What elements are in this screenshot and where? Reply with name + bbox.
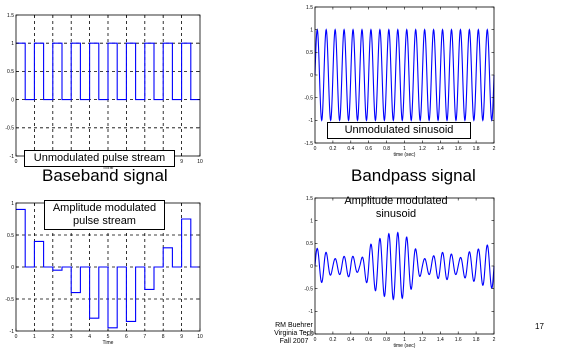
y-tick-label: 0.5 [306, 50, 313, 56]
x-tick-label: 2 [51, 334, 54, 340]
label-unmodulated-sinusoid: Unmodulated sinusoid [327, 122, 471, 139]
label-am-pulse: Amplitude modulated pulse stream [44, 200, 165, 230]
x-tick-label: 2 [493, 337, 496, 343]
x-tick-label: 1 [33, 334, 36, 340]
label-line: Unmodulated sinusoid [344, 124, 454, 136]
x-tick-label: 1.8 [473, 337, 480, 343]
x-tick-label: 4 [88, 334, 91, 340]
label-line: Amplitude modulated [52, 202, 157, 214]
y-tick-label: 0 [310, 73, 313, 79]
y-tick-label: -1.5 [304, 332, 313, 338]
y-tick-label: -1 [309, 118, 314, 124]
x-tick-label: 1.6 [455, 337, 462, 343]
x-tick-label: 9 [180, 159, 183, 165]
x-tick-label: 0.6 [365, 146, 372, 152]
x-tick-label: 6 [125, 334, 128, 340]
x-tick-label: 10 [197, 334, 203, 340]
y-tick-label: -1 [10, 329, 15, 335]
caption-bandpass: Bandpass signal [351, 166, 476, 185]
x-tick-label: 0 [314, 146, 317, 152]
y-tick-label: -1 [309, 309, 314, 315]
y-tick-label: 1 [11, 201, 14, 207]
label-am-sinusoid: Amplitude modulated sinusoid [326, 194, 466, 222]
x-tick-label: 1.4 [437, 337, 444, 343]
x-tick-label: 0.2 [329, 146, 336, 152]
x-tick-label: 0.4 [347, 146, 354, 152]
x-tick-label: 1.2 [419, 337, 426, 343]
label-line: pulse stream [73, 215, 136, 227]
x-tick-label: 1 [403, 337, 406, 343]
credit-block: RM Buehrer Virginia Tech Fall 2007 [271, 322, 317, 346]
x-tick-label: 1.2 [419, 146, 426, 152]
x-tick-label: 0.6 [365, 337, 372, 343]
x-axis-label: time (sec) [394, 343, 416, 349]
page-number: 17 [535, 322, 544, 331]
y-tick-label: -1.5 [304, 141, 313, 147]
x-tick-label: 1 [403, 146, 406, 152]
x-tick-label: 10 [197, 159, 203, 165]
x-tick-label: 0.4 [347, 337, 354, 343]
y-tick-label: 0 [11, 97, 14, 103]
signal-line [314, 231, 495, 301]
y-tick-label: 1.5 [7, 13, 14, 19]
y-tick-label: 0.5 [306, 241, 313, 247]
label-line: Unmodulated pulse stream [33, 152, 166, 164]
x-tick-label: 1.6 [455, 146, 462, 152]
signal-line [16, 208, 200, 329]
y-tick-label: 1 [310, 27, 313, 33]
y-tick-label: 0 [310, 264, 313, 270]
x-tick-label: 1.4 [437, 146, 444, 152]
x-tick-label: 0.8 [383, 146, 390, 152]
credit-line: RM Buehrer [275, 322, 313, 329]
x-tick-label: 2 [493, 146, 496, 152]
x-tick-label: 9 [180, 334, 183, 340]
chart-unmodulated-sinusoid: 0 0.2 0.4 0.6 0.8 1 1.2 1.4 1.6 1.8 2 -1.5 -1 -0.5 0 0.… [304, 5, 496, 158]
chart-am-sinusoid: 0 0.2 0.4 0.6 0.8 1 1.2 1.4 1.6 1.8 2 -1.5 -1 -0.5 0 0.… [304, 196, 496, 349]
x-tick-label: 0.8 [383, 337, 390, 343]
y-tick-label: 1.5 [306, 196, 313, 202]
caption-baseband: Baseband signal [42, 166, 168, 185]
y-tick-label: 1.5 [306, 5, 313, 11]
x-tick-label: 0 [15, 334, 18, 340]
x-tick-label: 3 [70, 334, 73, 340]
label-unmodulated-pulse: Unmodulated pulse stream [24, 150, 175, 167]
credit-line: Fall 2007 [279, 338, 309, 345]
y-tick-label: -0.5 [304, 95, 313, 101]
y-tick-label: -0.5 [5, 126, 14, 132]
y-tick-label: -1 [10, 154, 15, 160]
chart-am-pulse: 0 1 2 3 4 5 6 7 8 9 10 -1 -0.5 0 0.5 1 Time [5, 201, 203, 346]
x-tick-label: 0.2 [329, 337, 336, 343]
signal-line [16, 42, 200, 101]
x-tick-label: 0 [15, 159, 18, 165]
y-tick-label: -0.5 [304, 286, 313, 292]
y-tick-label: 1 [11, 41, 14, 47]
y-tick-label: 1 [310, 218, 313, 224]
y-tick-label: -0.5 [5, 297, 14, 303]
signal-line [314, 28, 495, 122]
y-tick-label: 0 [11, 265, 14, 271]
label-line: sinusoid [375, 208, 417, 220]
x-tick-label: 1.8 [473, 146, 480, 152]
x-axis-label: Time [103, 165, 114, 171]
x-tick-label: 7 [143, 334, 146, 340]
x-axis-label: time (sec) [394, 152, 416, 158]
label-line: Amplitude modulated [344, 195, 448, 207]
credit-line: Virginia Tech [274, 330, 314, 337]
y-tick-label: 0.5 [7, 233, 14, 239]
y-tick-label: 0.5 [7, 69, 14, 75]
x-axis-label: Time [103, 340, 114, 346]
x-tick-label: 8 [162, 334, 165, 340]
x-tick-label: 0 [314, 337, 317, 343]
x-tick-label: 5 [107, 334, 110, 340]
